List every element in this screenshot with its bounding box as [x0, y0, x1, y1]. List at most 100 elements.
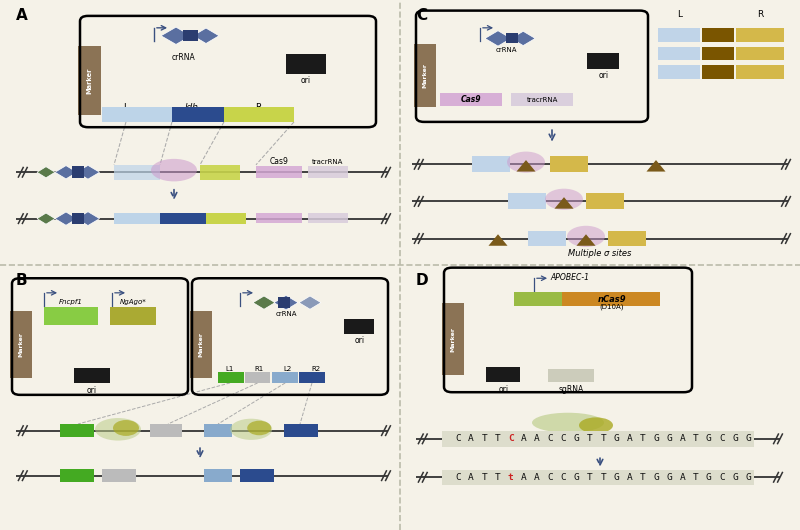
Bar: [183, 30, 198, 41]
Text: C: C: [508, 435, 514, 443]
Bar: [272, 372, 298, 383]
Text: G: G: [653, 435, 659, 443]
Text: T: T: [600, 473, 606, 482]
Bar: [204, 424, 232, 437]
Text: C: C: [561, 435, 566, 443]
Polygon shape: [517, 160, 535, 172]
Bar: [486, 367, 520, 382]
Ellipse shape: [247, 421, 271, 435]
Text: L2: L2: [284, 366, 292, 372]
Text: (D10A): (D10A): [600, 304, 624, 311]
Text: Cas9: Cas9: [461, 95, 482, 104]
Text: A: A: [679, 473, 686, 482]
Text: T: T: [693, 473, 698, 482]
Bar: [60, 469, 94, 482]
Bar: [562, 292, 660, 306]
Bar: [586, 193, 624, 209]
Text: A: A: [521, 473, 527, 482]
Bar: [78, 47, 101, 115]
Text: C: C: [416, 8, 427, 23]
Bar: [587, 53, 619, 69]
Ellipse shape: [545, 189, 583, 210]
Bar: [658, 28, 700, 42]
Text: Multiple σ sites: Multiple σ sites: [568, 250, 632, 259]
Bar: [286, 55, 326, 74]
Bar: [74, 368, 110, 383]
Text: G: G: [746, 435, 751, 443]
Bar: [414, 44, 436, 108]
Text: C: C: [719, 473, 725, 482]
Text: L: L: [123, 103, 129, 112]
Bar: [190, 312, 212, 377]
Bar: [110, 307, 156, 324]
Text: G: G: [574, 473, 580, 482]
Bar: [548, 369, 594, 382]
Bar: [102, 107, 172, 122]
Text: T: T: [640, 473, 646, 482]
Bar: [72, 213, 84, 225]
Polygon shape: [274, 295, 298, 310]
Bar: [528, 231, 566, 246]
Polygon shape: [554, 197, 574, 209]
Text: T: T: [600, 435, 606, 443]
Text: C: C: [719, 435, 725, 443]
Polygon shape: [485, 31, 511, 46]
Text: G: G: [732, 473, 738, 482]
Text: L1: L1: [226, 366, 234, 372]
Text: ldh: ldh: [185, 103, 199, 112]
Text: R: R: [255, 103, 261, 112]
Text: sgRNA: sgRNA: [558, 385, 584, 394]
Text: T: T: [587, 435, 593, 443]
Ellipse shape: [95, 418, 141, 440]
Bar: [200, 165, 240, 180]
Ellipse shape: [113, 420, 139, 436]
Bar: [736, 65, 784, 79]
Text: C: C: [547, 435, 554, 443]
Bar: [278, 297, 290, 308]
Ellipse shape: [151, 159, 197, 181]
Polygon shape: [299, 296, 321, 310]
Polygon shape: [77, 211, 99, 226]
Text: ori: ori: [498, 385, 508, 394]
Bar: [308, 166, 348, 178]
Text: G: G: [746, 473, 751, 482]
Bar: [702, 47, 734, 60]
Text: T: T: [494, 473, 501, 482]
Bar: [284, 424, 318, 437]
Polygon shape: [193, 28, 219, 43]
Ellipse shape: [567, 226, 605, 247]
Text: A: A: [534, 473, 540, 482]
Text: A: A: [468, 473, 474, 482]
Text: Marker: Marker: [18, 332, 24, 357]
Text: crRNA: crRNA: [275, 311, 297, 317]
Bar: [344, 319, 374, 334]
Bar: [114, 165, 160, 180]
Text: B: B: [16, 273, 28, 288]
Text: A: A: [521, 435, 527, 443]
Text: L: L: [678, 10, 682, 19]
Text: Marker: Marker: [450, 326, 456, 352]
Text: G: G: [614, 473, 619, 482]
Text: Fncpf1: Fncpf1: [59, 299, 82, 305]
Bar: [299, 372, 325, 383]
Text: Marker: Marker: [86, 68, 93, 94]
Polygon shape: [55, 212, 77, 225]
Text: R2: R2: [311, 366, 321, 372]
Text: T: T: [482, 435, 487, 443]
Text: C: C: [561, 473, 566, 482]
Text: R: R: [757, 10, 763, 19]
Text: tracrRNA: tracrRNA: [312, 159, 344, 165]
Bar: [206, 213, 246, 225]
Bar: [702, 65, 734, 79]
Bar: [150, 424, 182, 437]
Ellipse shape: [579, 418, 613, 434]
Bar: [245, 372, 270, 383]
Text: C: C: [547, 473, 554, 482]
Bar: [224, 107, 294, 122]
Text: T: T: [482, 473, 487, 482]
Text: G: G: [614, 435, 619, 443]
Ellipse shape: [532, 413, 604, 432]
Bar: [514, 292, 562, 306]
Text: G: G: [706, 473, 712, 482]
Text: ori: ori: [598, 71, 608, 80]
